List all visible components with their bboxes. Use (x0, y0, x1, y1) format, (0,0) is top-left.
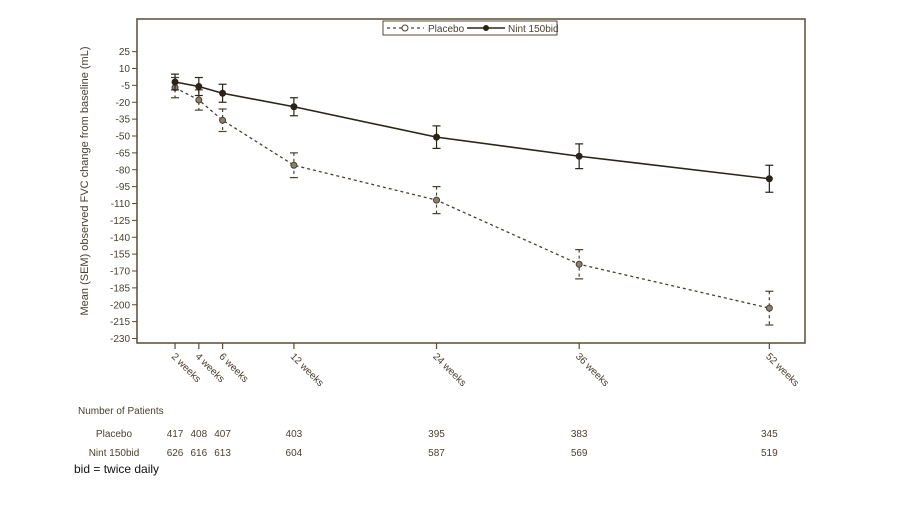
series-line-placebo (174, 87, 770, 309)
data-point (219, 89, 227, 97)
y-tick-label: -80 (116, 165, 131, 176)
y-tick-label: -5 (121, 81, 130, 92)
y-tick-label: -125 (110, 216, 130, 227)
patients-row-label: Placebo (96, 429, 133, 440)
legend-nint-marker (483, 25, 489, 31)
x-tick-label: 36 weeks (573, 351, 611, 389)
patients-count: 569 (571, 448, 588, 459)
patients-count: 383 (571, 429, 588, 440)
data-point (575, 260, 583, 268)
patients-count: 616 (190, 448, 207, 459)
data-point (575, 152, 583, 160)
y-tick-label: -110 (111, 199, 131, 210)
x-tick-label: 24 weeks (430, 351, 468, 389)
data-point (195, 96, 203, 104)
y-tick-label: -185 (110, 283, 130, 294)
data-point (219, 116, 227, 124)
patients-count: 587 (428, 448, 445, 459)
patients-count: 519 (761, 448, 778, 459)
x-tick-label: 52 weeks (763, 351, 801, 389)
x-tick-label: 12 weeks (288, 351, 326, 389)
data-point (195, 83, 203, 90)
y-tick-label: 10 (119, 64, 131, 75)
y-tick-label: -35 (116, 115, 131, 126)
legend-nint-label: Nint 150bid (508, 24, 559, 35)
patients-count: 626 (167, 448, 184, 459)
y-tick-label: -215 (110, 317, 130, 328)
patients-count: 345 (761, 429, 778, 440)
patients-count: 407 (214, 429, 231, 440)
patients-heading: Number of Patients (78, 406, 164, 417)
patients-count: 417 (167, 429, 184, 440)
y-tick-label: -200 (110, 300, 130, 311)
data-point (290, 103, 298, 111)
y-tick-label: -65 (116, 148, 131, 159)
y-tick-label: -140 (110, 233, 130, 244)
legend-placebo-marker (401, 24, 409, 32)
y-tick-label: -170 (110, 267, 130, 278)
data-point (765, 304, 773, 312)
y-tick-label: -155 (110, 250, 130, 261)
patients-count: 403 (286, 429, 303, 440)
patients-count: 395 (428, 429, 445, 440)
y-axis-label: Mean (SEM) observed FVC change from base… (79, 47, 91, 316)
y-tick-label: 25 (119, 47, 131, 58)
data-point (171, 78, 179, 86)
patients-count: 408 (190, 429, 207, 440)
data-point (433, 196, 441, 204)
plot-frame (136, 18, 806, 344)
patients-count: 604 (286, 448, 303, 459)
y-tick-label: -50 (116, 132, 131, 143)
patients-row-label: Nint 150bid (89, 448, 140, 459)
y-tick-label: -20 (116, 98, 131, 109)
patients-count: 613 (214, 448, 231, 459)
footnote: bid = twice daily (74, 462, 160, 476)
legend-placebo-label: Placebo (428, 24, 465, 35)
y-tick-label: -230 (110, 334, 130, 345)
y-tick-label: -95 (116, 182, 131, 193)
data-point (765, 175, 773, 183)
data-point (433, 133, 441, 141)
data-point (290, 161, 298, 169)
series-line-nint (174, 81, 770, 180)
